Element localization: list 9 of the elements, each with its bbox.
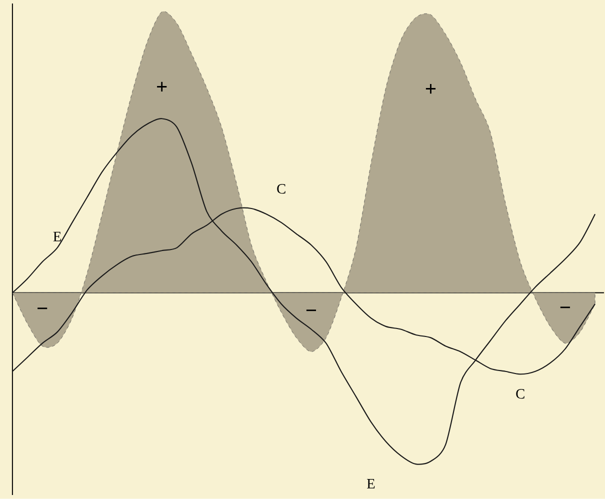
series-label: E bbox=[53, 232, 61, 242]
annotation: + bbox=[426, 84, 436, 94]
annotation: − bbox=[38, 308, 48, 310]
annotation: − bbox=[560, 306, 570, 308]
text: C bbox=[277, 184, 286, 194]
annotation: + bbox=[157, 82, 167, 92]
text: E bbox=[367, 479, 375, 488]
annotation: − bbox=[306, 310, 316, 312]
series-label: C bbox=[516, 389, 524, 399]
